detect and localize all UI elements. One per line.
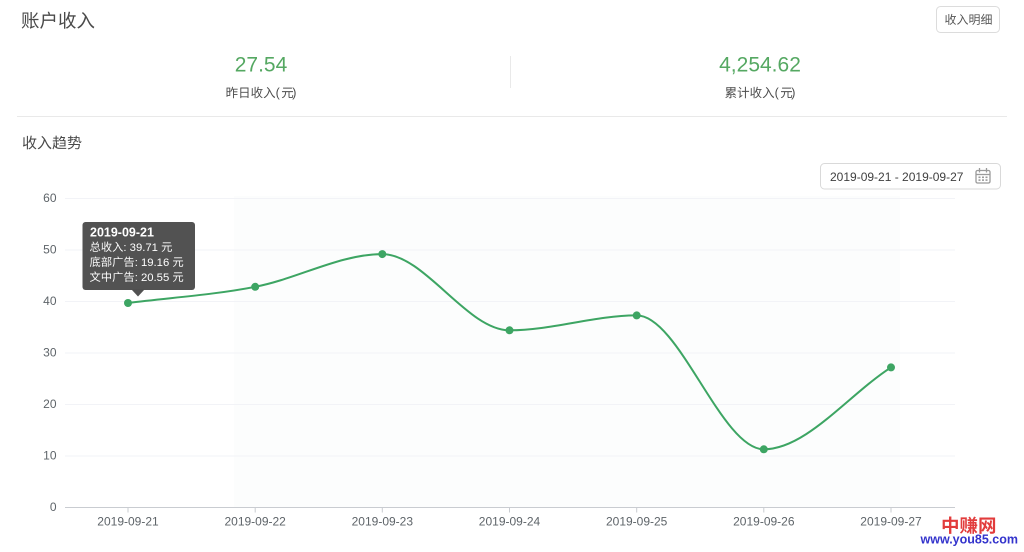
svg-text:0: 0 xyxy=(50,500,57,514)
svg-text:2019-09-27: 2019-09-27 xyxy=(860,514,922,528)
svg-text:: 19.16: : 19.16 xyxy=(135,257,170,269)
svg-text:10: 10 xyxy=(43,449,57,463)
svg-text:2019-09-25: 2019-09-25 xyxy=(606,514,668,528)
svg-text:: 39.71: : 39.71 xyxy=(123,242,158,254)
svg-text:): ) xyxy=(791,86,795,100)
svg-text:30: 30 xyxy=(43,346,57,360)
svg-text:4,254.62: 4,254.62 xyxy=(719,54,801,77)
svg-text:27.54: 27.54 xyxy=(235,54,288,77)
svg-text:2019-09-26: 2019-09-26 xyxy=(733,514,795,528)
svg-text:2019-09-22: 2019-09-22 xyxy=(224,514,286,528)
svg-text:50: 50 xyxy=(43,243,57,257)
svg-text:60: 60 xyxy=(43,191,57,205)
svg-text:): ) xyxy=(292,86,296,100)
svg-text:2019-09-21 - 2019-09-27: 2019-09-21 - 2019-09-27 xyxy=(830,170,964,184)
svg-text:2019-09-21: 2019-09-21 xyxy=(90,225,154,239)
svg-text:www.you85.com: www.you85.com xyxy=(920,533,1018,547)
svg-text:40: 40 xyxy=(43,294,57,308)
svg-text:20: 20 xyxy=(43,397,57,411)
svg-text:2019-09-21: 2019-09-21 xyxy=(97,514,159,528)
svg-text:(: ( xyxy=(775,86,780,100)
svg-text:2019-09-24: 2019-09-24 xyxy=(479,514,541,528)
svg-text:: 20.55: : 20.55 xyxy=(135,272,170,284)
svg-text:(: ( xyxy=(276,86,281,100)
svg-text:2019-09-23: 2019-09-23 xyxy=(352,514,414,528)
